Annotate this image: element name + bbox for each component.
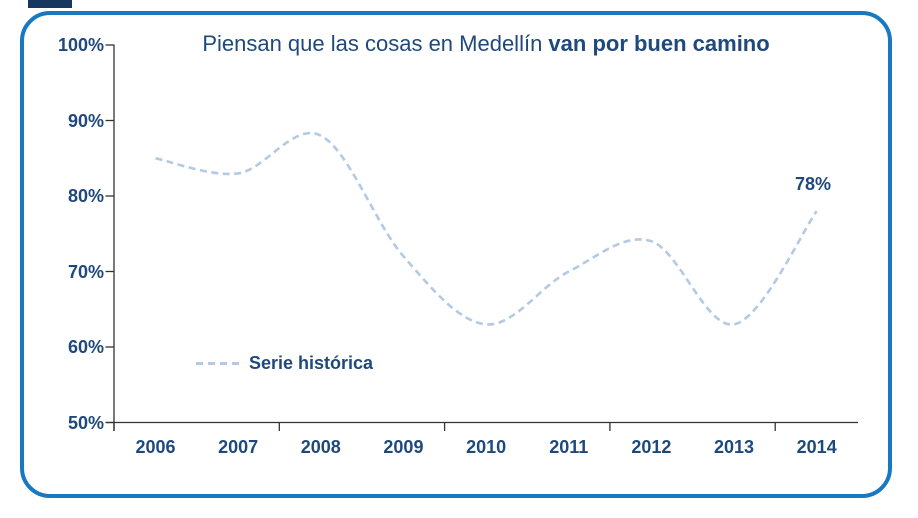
series-end-data-label: 78% [794,174,832,194]
y-axis-tick-label: 70% [67,261,104,282]
x-axis-tick-label: 2011 [549,437,589,457]
x-axis-tick-label: 2009 [383,437,424,457]
x-axis-tick-label: 2007 [218,437,259,457]
chart-title: Piensan que las cosas en Medellín van po… [114,31,858,61]
y-axis-tick-label: 100% [57,35,104,55]
x-axis-tick-label: 2010 [466,437,507,457]
x-axis-tick-label: 2012 [631,437,672,457]
background-fragment [28,0,72,8]
x-axis-tick-label: 2014 [796,437,837,457]
chart-title-bold: van por buen camino [548,31,770,56]
legend-label: Serie histórica [249,353,374,373]
x-axis-tick-label: 2006 [135,437,176,457]
series-line [155,131,818,326]
chart-frame-border [20,11,892,498]
x-axis-tick-label: 2013 [714,437,755,457]
x-axis-tick-label: 2008 [300,437,341,457]
y-axis-tick-label: 60% [67,337,104,357]
y-axis-tick-label: 80% [67,186,104,206]
y-axis-tick-label: 50% [67,412,104,433]
chart-title-normal: Piensan que las cosas en Medellín [202,31,549,56]
legend-dashed-line-icon [196,361,243,365]
legend: Serie histórica [196,352,373,374]
y-axis-tick-label: 90% [67,110,104,131]
